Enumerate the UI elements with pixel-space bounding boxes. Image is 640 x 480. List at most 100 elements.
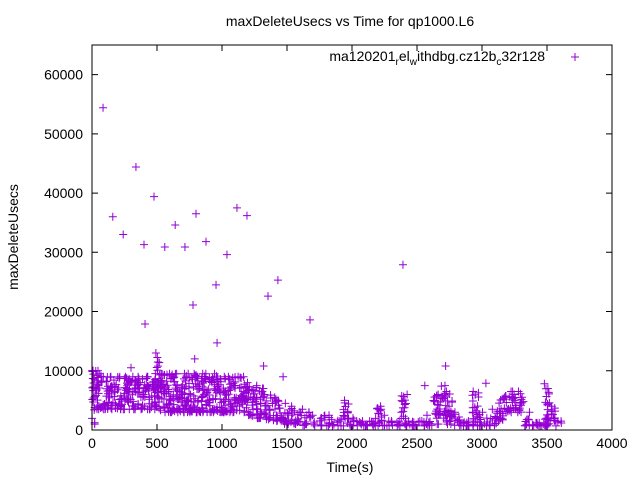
x-axis-label: Time(s) xyxy=(327,459,374,475)
data-point xyxy=(475,421,484,430)
x-tick-label: 2000 xyxy=(336,435,367,451)
data-point xyxy=(397,391,406,400)
data-point xyxy=(305,413,314,422)
data-point xyxy=(483,417,492,426)
data-point xyxy=(344,414,353,423)
data-point xyxy=(501,407,510,416)
data-point xyxy=(123,380,132,389)
data-point xyxy=(217,398,226,407)
data-point xyxy=(398,260,407,269)
data-point xyxy=(184,383,193,392)
data-point xyxy=(281,399,290,408)
data-point xyxy=(151,375,160,384)
data-point xyxy=(435,404,444,413)
data-point xyxy=(163,370,172,379)
data-point xyxy=(124,395,133,404)
x-tick-label: 500 xyxy=(145,435,169,451)
data-point xyxy=(171,369,180,378)
data-point xyxy=(515,405,524,414)
data-point xyxy=(372,404,381,413)
data-point xyxy=(430,396,439,405)
data-point xyxy=(241,382,250,391)
data-point xyxy=(400,400,409,409)
data-point xyxy=(335,417,344,426)
data-point xyxy=(525,408,534,417)
data-point xyxy=(469,418,478,427)
data-point xyxy=(399,392,408,401)
data-point xyxy=(199,407,208,416)
data-point xyxy=(138,375,147,384)
data-point xyxy=(509,394,518,403)
data-point xyxy=(91,366,100,375)
data-point xyxy=(274,401,283,410)
data-point xyxy=(242,211,251,220)
data-point xyxy=(202,401,211,410)
data-point xyxy=(251,397,260,406)
data-point xyxy=(444,402,453,411)
data-point xyxy=(119,230,128,239)
data-point xyxy=(424,418,433,427)
data-point xyxy=(131,384,140,393)
y-tick-label: 60000 xyxy=(44,67,83,83)
data-point xyxy=(339,421,348,430)
data-point xyxy=(197,376,206,385)
data-point xyxy=(327,415,336,424)
data-point xyxy=(92,391,101,400)
legend-label-part: 32r128 xyxy=(501,48,545,64)
legend-label-part: w xyxy=(409,57,418,68)
data-point xyxy=(125,374,134,383)
data-point xyxy=(540,379,549,388)
x-tick-label: 4000 xyxy=(596,435,627,451)
data-point xyxy=(94,381,103,390)
data-point xyxy=(115,395,124,404)
data-point xyxy=(221,395,230,404)
data-point xyxy=(417,417,426,426)
chart-title: maxDeleteUsecs vs Time for qp1000.L6 xyxy=(226,13,474,29)
data-point xyxy=(139,392,148,401)
data-point xyxy=(171,221,180,230)
data-point xyxy=(105,386,114,395)
data-point xyxy=(281,417,290,426)
data-point xyxy=(468,420,477,429)
data-point xyxy=(180,242,189,251)
x-tick-label: 2500 xyxy=(401,435,432,451)
data-point xyxy=(474,388,483,397)
data-point xyxy=(203,396,212,405)
data-point xyxy=(230,381,239,390)
data-point xyxy=(164,387,173,396)
data-point xyxy=(190,371,199,380)
data-point xyxy=(264,292,273,301)
x-tick-label: 0 xyxy=(88,435,96,451)
data-point xyxy=(127,363,135,372)
data-point xyxy=(340,412,349,421)
data-point xyxy=(117,397,126,406)
data-point xyxy=(543,421,552,430)
data-point xyxy=(244,408,253,417)
data-point xyxy=(266,394,275,403)
data-point xyxy=(377,417,386,426)
data-point xyxy=(189,301,198,310)
data-point xyxy=(557,418,566,427)
data-point xyxy=(140,240,148,249)
data-point xyxy=(163,381,172,390)
data-point xyxy=(155,358,164,367)
data-point xyxy=(310,418,319,427)
data-point xyxy=(153,357,162,366)
data-point xyxy=(457,420,466,429)
data-point xyxy=(198,382,207,391)
data-point xyxy=(231,377,240,386)
legend-label-part: c xyxy=(496,57,501,68)
data-point xyxy=(182,400,191,409)
data-point xyxy=(320,411,329,420)
data-point xyxy=(113,372,122,381)
data-point xyxy=(192,209,200,218)
data-point xyxy=(343,407,352,416)
data-point xyxy=(108,212,117,221)
data-point xyxy=(152,402,161,411)
data-point xyxy=(373,404,382,413)
data-point xyxy=(131,163,140,172)
data-point xyxy=(156,376,165,385)
data-point xyxy=(137,404,146,413)
data-point xyxy=(380,421,389,430)
